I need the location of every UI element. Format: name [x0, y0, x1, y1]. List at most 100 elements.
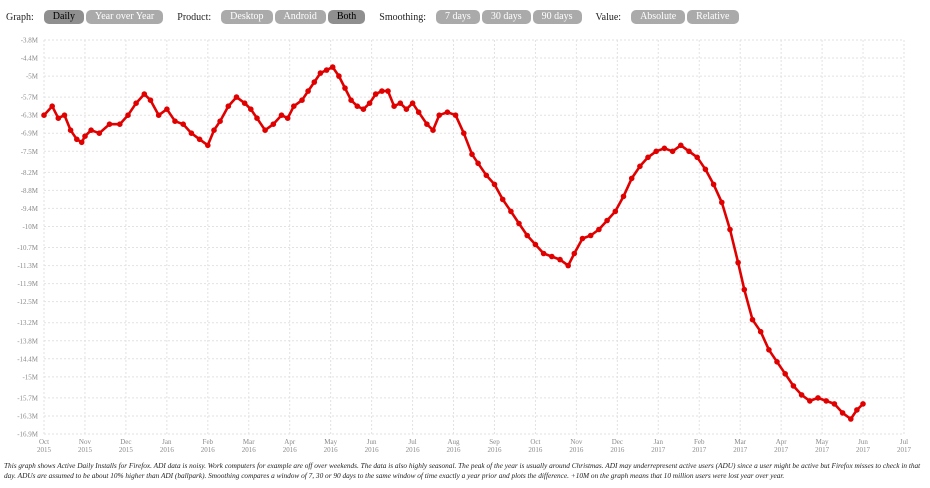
x-tick-year: 2016: [487, 446, 502, 454]
y-tick-label: -12.5M: [17, 298, 39, 306]
data-point: [270, 121, 277, 127]
data-point: [669, 148, 676, 155]
data-point: [612, 208, 619, 215]
data-point: [354, 103, 361, 109]
smoothing-90-days-button[interactable]: 90 days: [532, 10, 582, 24]
absolute-button[interactable]: Absolute: [631, 10, 686, 24]
y-tick-label: -8.2M: [21, 169, 39, 177]
smoothing-30-days-button[interactable]: 30 days: [481, 10, 531, 24]
android-button[interactable]: Android: [274, 10, 326, 24]
x-tick-year: 2017: [651, 446, 666, 454]
data-point: [329, 64, 336, 70]
data-point: [749, 316, 756, 323]
data-point: [106, 121, 113, 127]
x-tick-year: 2015: [37, 446, 52, 454]
x-tick-month: Oct: [530, 438, 540, 446]
data-point: [807, 398, 813, 404]
data-point: [741, 286, 748, 293]
year-over-year-button[interactable]: Year over Year: [86, 10, 164, 24]
data-point: [196, 136, 203, 143]
data-point: [860, 401, 866, 407]
data-point: [180, 121, 186, 127]
data-point: [596, 226, 602, 233]
x-tick-year: 2015: [119, 446, 134, 454]
data-point: [415, 109, 422, 115]
data-point: [839, 410, 846, 416]
x-tick-year: 2017: [815, 446, 830, 454]
x-tick-year: 2016: [406, 446, 421, 454]
data-point: [637, 163, 643, 170]
relative-button[interactable]: Relative: [687, 10, 739, 24]
x-tick-year: 2015: [78, 446, 93, 454]
y-tick-label: -4.4M: [21, 55, 39, 63]
data-point: [757, 328, 764, 335]
data-point: [424, 121, 430, 127]
data-point: [248, 106, 254, 112]
data-point: [55, 115, 62, 121]
smoothing-label: Smoothing:: [379, 11, 426, 23]
data-point: [653, 148, 659, 155]
x-tick-year: 2017: [897, 446, 912, 454]
x-tick-year: 2017: [774, 446, 789, 454]
y-tick-label: -11.3M: [17, 262, 38, 270]
x-tick-year: 2016: [610, 446, 625, 454]
data-point: [436, 112, 443, 118]
x-tick-month: Apr: [284, 438, 296, 446]
graph-label: Graph:: [6, 11, 34, 23]
data-point: [848, 416, 854, 422]
data-point: [469, 151, 475, 158]
data-point: [620, 193, 627, 200]
both-button[interactable]: Both: [327, 10, 366, 24]
data-point: [854, 407, 860, 413]
x-tick-month: Feb: [694, 438, 705, 446]
y-tick-label: -15.7M: [17, 394, 39, 402]
x-tick-month: Jan: [162, 438, 172, 446]
y-tick-label: -3.8M: [21, 37, 39, 45]
data-point: [372, 91, 379, 97]
data-point: [587, 232, 594, 239]
x-tick-year: 2016: [201, 446, 216, 454]
data-point: [702, 166, 709, 173]
x-tick-month: Nov: [79, 438, 92, 446]
data-point: [710, 181, 717, 188]
data-point: [499, 196, 506, 203]
adi-line-chart: -3.8M -4.4M -5M -5.7M -6.3M -6.9M -7.5M -8.2M -8…: [17, 37, 912, 455]
y-tick-label: -5.7M: [21, 94, 39, 102]
data-point: [727, 226, 733, 233]
data-point: [409, 100, 416, 106]
data-point: [686, 148, 692, 155]
control-group-graph: Graph: Daily Year over Year: [6, 10, 165, 24]
x-tick-year: 2017: [733, 446, 748, 454]
data-point: [317, 70, 324, 76]
x-tick-year: 2017: [856, 446, 871, 454]
data-point: [305, 88, 311, 94]
data-point: [241, 100, 248, 106]
data-point: [461, 130, 467, 136]
value-label: Value:: [595, 11, 622, 23]
daily-button[interactable]: Daily: [43, 10, 84, 24]
data-point: [483, 172, 490, 179]
x-tick-month: Oct: [39, 438, 49, 446]
data-point: [508, 208, 514, 215]
data-point: [342, 85, 348, 91]
data-point: [323, 67, 330, 73]
y-tick-label: -7.5M: [21, 148, 39, 156]
y-tick-label: -16.3M: [17, 412, 39, 420]
data-point: [133, 100, 139, 106]
data-point: [661, 145, 668, 152]
y-tick-label: -10.7M: [17, 244, 39, 252]
x-tick-month: Mar: [243, 438, 255, 446]
data-point: [557, 256, 563, 263]
data-point: [831, 401, 838, 407]
data-point: [403, 106, 410, 112]
x-tick-month: Jan: [654, 438, 664, 446]
x-tick-year: 2016: [283, 446, 298, 454]
desktop-button[interactable]: Desktop: [221, 10, 273, 24]
data-point: [549, 253, 555, 260]
smoothing-7-days-button[interactable]: 7 days: [435, 10, 480, 24]
data-point: [579, 235, 586, 242]
x-tick-month: Jun: [367, 438, 377, 446]
y-tick-label: -9.4M: [21, 205, 39, 213]
y-tick-label: -16.9M: [17, 431, 39, 439]
x-tick-year: 2016: [528, 446, 543, 454]
